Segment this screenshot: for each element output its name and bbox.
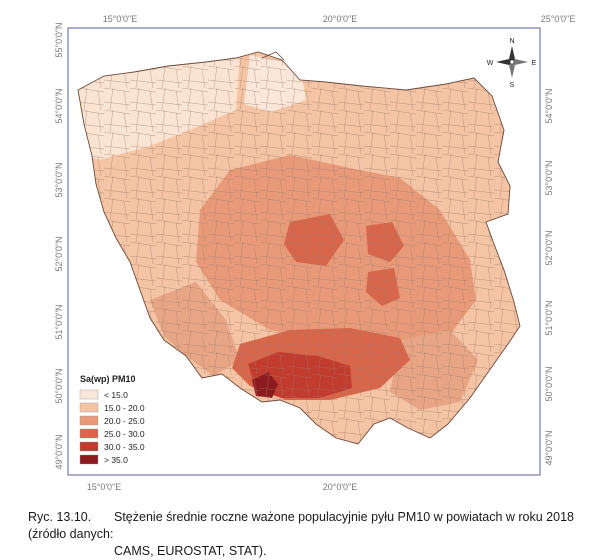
legend-swatch — [79, 428, 99, 439]
caption-number: Ryc. 13.10. — [28, 510, 92, 524]
poland-border — [77, 51, 521, 445]
compass-east-arrow — [512, 59, 528, 65]
compass-n-label: N — [509, 38, 514, 45]
compass-s-label: S — [510, 82, 515, 89]
hel-peninsula — [261, 51, 285, 61]
tick-right-49n: 49°0'0"N — [544, 430, 554, 465]
tick-left-54n: 54°0'0"N — [54, 88, 64, 123]
caption-line-2: CAMS, EUROSTAT, STAT). — [28, 543, 588, 560]
tick-bottom-15e: 15°0'0"E — [87, 482, 122, 492]
compass-south-arrow — [509, 62, 515, 78]
tick-top-25e: 25°0'0"E — [541, 14, 576, 24]
bottom-tick-labels: 15°0'0"E 20°0'0"E — [87, 482, 358, 492]
tick-left-51n: 51°0'0"N — [54, 304, 64, 339]
legend-label: 25.0 - 30.0 — [104, 429, 145, 439]
caption-text-2: CAMS, EUROSTAT, STAT). — [114, 544, 267, 558]
right-tick-labels: 54°0'0"N 53°0'0"N 52°0'0"N 51°0'0"N 50°0… — [544, 88, 554, 465]
legend-label: 30.0 - 35.0 — [104, 442, 145, 452]
tick-bottom-20e: 20°0'0"E — [323, 482, 358, 492]
legend-item: < 15.0 — [79, 389, 128, 400]
legend-label: 20.0 - 25.0 — [104, 416, 145, 426]
caption-text-1: Stężenie średnie roczne ważone populacyj… — [28, 510, 574, 541]
left-tick-labels: 55°0'0"N 54°0'0"N 53°0'0"N 52°0'0"N 51°0… — [54, 22, 64, 469]
legend-label: > 35.0 — [104, 455, 128, 465]
tick-right-50n: 50°0'0"N — [544, 366, 554, 401]
tick-top-20e: 20°0'0"E — [323, 14, 358, 24]
top-tick-labels: 15°0'0"E 20°0'0"E 25°0'0"E — [103, 14, 576, 24]
tick-right-51n: 51°0'0"N — [544, 300, 554, 335]
legend-label: < 15.0 — [104, 390, 128, 400]
tick-left-49n: 49°0'0"N — [54, 434, 64, 469]
tick-left-55n: 55°0'0"N — [54, 22, 64, 57]
tick-top-15e: 15°0'0"E — [103, 14, 138, 24]
legend-item: 30.0 - 35.0 — [79, 441, 145, 452]
compass-west-arrow — [496, 59, 512, 65]
figure-caption: Ryc. 13.10. Stężenie średnie roczne ważon… — [28, 509, 588, 560]
tick-left-53n: 53°0'0"N — [54, 162, 64, 197]
legend-swatch — [79, 441, 99, 452]
legend-item: > 35.0 — [79, 454, 128, 465]
map-figure: 15°0'0"E 20°0'0"E 25°0'0"E 15°0'0"E 20°0… — [54, 14, 576, 492]
legend-item: 20.0 - 25.0 — [79, 415, 145, 426]
legend-swatch — [79, 454, 99, 465]
tick-right-53n: 53°0'0"N — [544, 160, 554, 195]
tick-right-52n: 52°0'0"N — [544, 230, 554, 265]
poland-choropleth — [77, 51, 521, 445]
legend: Sa(wp) PM10 < 15.0 15.0 - 20.0 20.0 - 25… — [79, 374, 145, 465]
compass-north-arrow — [509, 46, 515, 62]
compass-w-label: W — [487, 60, 494, 67]
tick-right-54n: 54°0'0"N — [544, 88, 554, 123]
legend-swatch — [79, 402, 99, 413]
legend-item: 15.0 - 20.0 — [79, 402, 145, 413]
caption-line-1: Ryc. 13.10. Stężenie średnie roczne ważon… — [28, 509, 588, 543]
legend-swatch — [79, 389, 99, 400]
compass-center — [509, 59, 515, 65]
legend-label: 15.0 - 20.0 — [104, 403, 145, 413]
tick-left-52n: 52°0'0"N — [54, 236, 64, 271]
tick-left-50n: 50°0'0"N — [54, 368, 64, 403]
legend-item: 25.0 - 30.0 — [79, 428, 145, 439]
legend-swatch — [79, 415, 99, 426]
compass-rose: N S E W — [487, 38, 537, 89]
legend-title: Sa(wp) PM10 — [80, 374, 136, 384]
compass-e-label: E — [532, 60, 537, 67]
